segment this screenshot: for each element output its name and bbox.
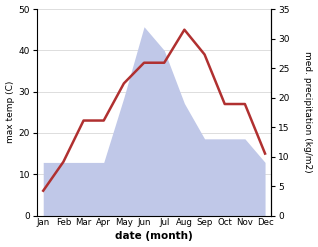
Y-axis label: max temp (C): max temp (C): [5, 81, 15, 144]
Y-axis label: med. precipitation (kg/m2): med. precipitation (kg/m2): [303, 51, 313, 173]
X-axis label: date (month): date (month): [115, 231, 193, 242]
